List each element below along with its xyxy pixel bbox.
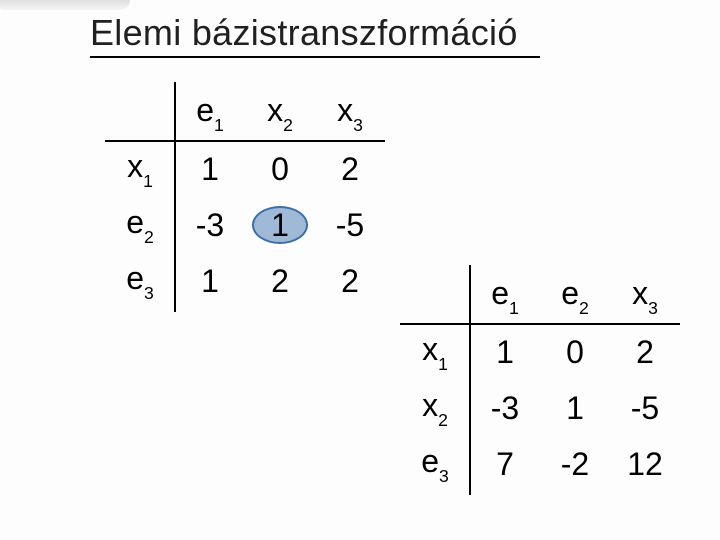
after-row-header: e3 [400, 436, 470, 492]
before-col-header: x2 [245, 85, 315, 141]
after-table: e1e2x3x1102x2-31-5e37-212 [400, 268, 680, 492]
tab-shadow [0, 0, 130, 10]
before-row-header: e2 [105, 197, 175, 253]
basis-table-after: e1e2x3x1102x2-31-5e37-212 [400, 268, 680, 492]
after-cell: 1 [540, 380, 610, 436]
after-row-header: x1 [400, 324, 470, 380]
before-rule-vertical [174, 82, 176, 312]
before-cell: -5 [315, 197, 385, 253]
before-cell: 0 [245, 141, 315, 197]
before-cell: 1 [245, 197, 315, 253]
after-col-header: e2 [540, 268, 610, 324]
after-cell: -5 [610, 380, 680, 436]
after-col-header: x3 [610, 268, 680, 324]
slide: { "title": { "text": "Elemi bázistranszf… [0, 0, 720, 540]
page-title: Elemi bázistranszformáció [90, 12, 518, 54]
before-cell: 1 [175, 141, 245, 197]
before-table: e1x2x3x1102e2-31-5e3122 [105, 85, 385, 309]
after-cell: -2 [540, 436, 610, 492]
before-cell: 2 [315, 253, 385, 309]
basis-table-before: e1x2x3x1102e2-31-5e3122 [105, 85, 385, 309]
after-row-header: x2 [400, 380, 470, 436]
before-col-header: e1 [175, 85, 245, 141]
before-col-header: x3 [315, 85, 385, 141]
before-corner [105, 85, 175, 141]
after-corner [400, 268, 470, 324]
after-cell: 1 [470, 324, 540, 380]
before-row-header: e3 [105, 253, 175, 309]
after-rule-horizontal [400, 323, 680, 325]
before-cell: 2 [315, 141, 385, 197]
before-cell: 1 [175, 253, 245, 309]
before-cell: -3 [175, 197, 245, 253]
after-cell: 0 [540, 324, 610, 380]
after-cell: 12 [610, 436, 680, 492]
after-rule-vertical [469, 265, 471, 495]
after-cell: -3 [470, 380, 540, 436]
before-row-header: x1 [105, 141, 175, 197]
before-cell: 2 [245, 253, 315, 309]
after-cell: 7 [470, 436, 540, 492]
after-cell: 2 [610, 324, 680, 380]
title-underline [90, 56, 540, 58]
before-rule-horizontal [105, 140, 385, 142]
after-col-header: e1 [470, 268, 540, 324]
